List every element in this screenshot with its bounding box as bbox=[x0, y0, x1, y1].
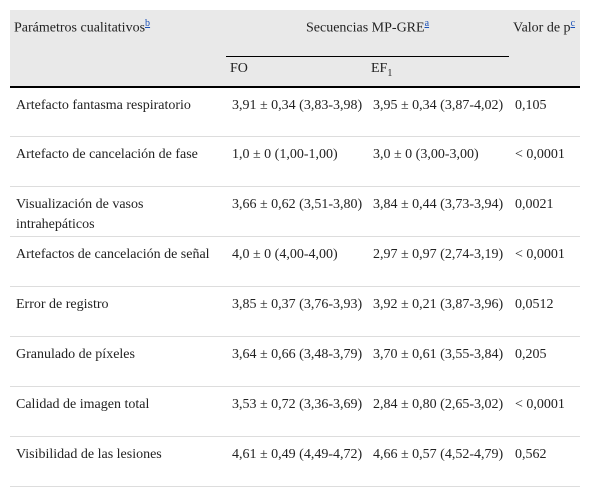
footnote-link[interactable]: b bbox=[145, 18, 151, 29]
table-row: Artefacto de cancelación de fase 1,0 ± 0 … bbox=[10, 136, 581, 188]
table-cell: Artefacto fantasma respiratorio bbox=[10, 86, 226, 138]
table-cell: < 0,0001 bbox=[509, 386, 581, 438]
table-cell: 3,0 ± 0 (3,00-3,00) bbox=[367, 136, 510, 188]
table-cell: < 0,0001 bbox=[509, 236, 581, 288]
header-text: Secuencias MP-GRE bbox=[305, 20, 425, 36]
subscript: 1 bbox=[387, 67, 393, 79]
table-cell: 3,84 ± 0,44 (3,73-3,94) bbox=[367, 186, 510, 238]
table-cell: 3,70 ± 0,61 (3,55-3,84) bbox=[367, 336, 510, 388]
table-cell: Calidad de imagen total bbox=[10, 386, 226, 438]
table-row: Error de registro 3,85 ± 0,37 (3,76-3,93)… bbox=[10, 286, 581, 338]
table-cell: < 0,0001 bbox=[509, 136, 581, 188]
table-cell: 3,85 ± 0,37 (3,76-3,93) bbox=[226, 286, 367, 338]
table-cell: 3,64 ± 0,66 (3,48-3,79) bbox=[226, 336, 367, 388]
table-header: Parámetros cualitativosb Secuencias MP-G… bbox=[10, 10, 581, 88]
table-cell: 1,0 ± 0 (1,00-1,00) bbox=[226, 136, 367, 188]
header-cell: Valor de pc bbox=[509, 10, 581, 88]
header-cell: FO bbox=[226, 56, 367, 88]
table-row: Granulado de píxeles 3,64 ± 0,66 (3,48-3,… bbox=[10, 336, 581, 388]
header-text: Parámetros cualitativos bbox=[14, 20, 146, 36]
table-row: Artefactos de cancelación de señal 4,0 ± … bbox=[10, 236, 581, 288]
header-text: Valor de p bbox=[513, 20, 571, 36]
table-cell: 0,0021 bbox=[509, 186, 581, 238]
table-cell: 3,91 ± 0,34 (3,83-3,98) bbox=[226, 86, 367, 138]
table-cell: 0,0512 bbox=[509, 286, 581, 338]
table-cell: Granulado de píxeles bbox=[10, 336, 226, 388]
table-cell: Error de registro bbox=[10, 286, 226, 338]
table-cell: 3,92 ± 0,21 (3,87-3,96) bbox=[367, 286, 510, 338]
table-body: Artefacto fantasma respiratorio 3,91 ± 0,… bbox=[10, 86, 581, 488]
table-cell: Artefacto de cancelación de fase bbox=[10, 136, 226, 188]
table-cell: 0,562 bbox=[509, 436, 581, 488]
footnote-link[interactable]: c bbox=[570, 18, 576, 29]
header-cell: Secuencias MP-GREa bbox=[226, 10, 510, 57]
footnote-link[interactable]: a bbox=[424, 18, 430, 29]
table-cell: 3,95 ± 0,34 (3,87-4,02) bbox=[367, 86, 510, 138]
results-table: Parámetros cualitativosb Secuencias MP-G… bbox=[10, 10, 581, 488]
table-row: Visualización de vasos intrahepáticos 3,6… bbox=[10, 186, 581, 238]
table-cell: 4,61 ± 0,49 (4,49-4,72) bbox=[226, 436, 367, 488]
table-cell: 0,105 bbox=[509, 86, 581, 138]
header-cell: EF1 bbox=[367, 56, 510, 88]
table-cell: Visualización de vasos intrahepáticos bbox=[10, 186, 226, 238]
table-cell: Artefactos de cancelación de señal bbox=[10, 236, 226, 288]
table-row: Visibilidad de las lesiones 4,61 ± 0,49 (… bbox=[10, 436, 581, 488]
table-row: Artefacto fantasma respiratorio 3,91 ± 0,… bbox=[10, 86, 581, 138]
table-cell: Visibilidad de las lesiones bbox=[10, 436, 226, 488]
table-row: Calidad de imagen total 3,53 ± 0,72 (3,36… bbox=[10, 386, 581, 438]
header-cell: Parámetros cualitativosb bbox=[10, 10, 226, 88]
table-cell: 3,53 ± 0,72 (3,36-3,69) bbox=[226, 386, 367, 438]
table-cell: 2,97 ± 0,97 (2,74-3,19) bbox=[367, 236, 510, 288]
table-cell: 0,205 bbox=[509, 336, 581, 388]
table-cell: 2,84 ± 0,80 (2,65-3,02) bbox=[367, 386, 510, 438]
table-cell: 4,0 ± 0 (4,00-4,00) bbox=[226, 236, 367, 288]
header-text: EF bbox=[371, 61, 388, 76]
header-row: FO EF1 bbox=[10, 56, 580, 88]
table-cell: 3,66 ± 0,62 (3,51-3,80) bbox=[226, 186, 367, 238]
header-row: Parámetros cualitativosb Secuencias MP-G… bbox=[10, 10, 581, 88]
table-cell: 4,66 ± 0,57 (4,52-4,79) bbox=[367, 436, 510, 488]
